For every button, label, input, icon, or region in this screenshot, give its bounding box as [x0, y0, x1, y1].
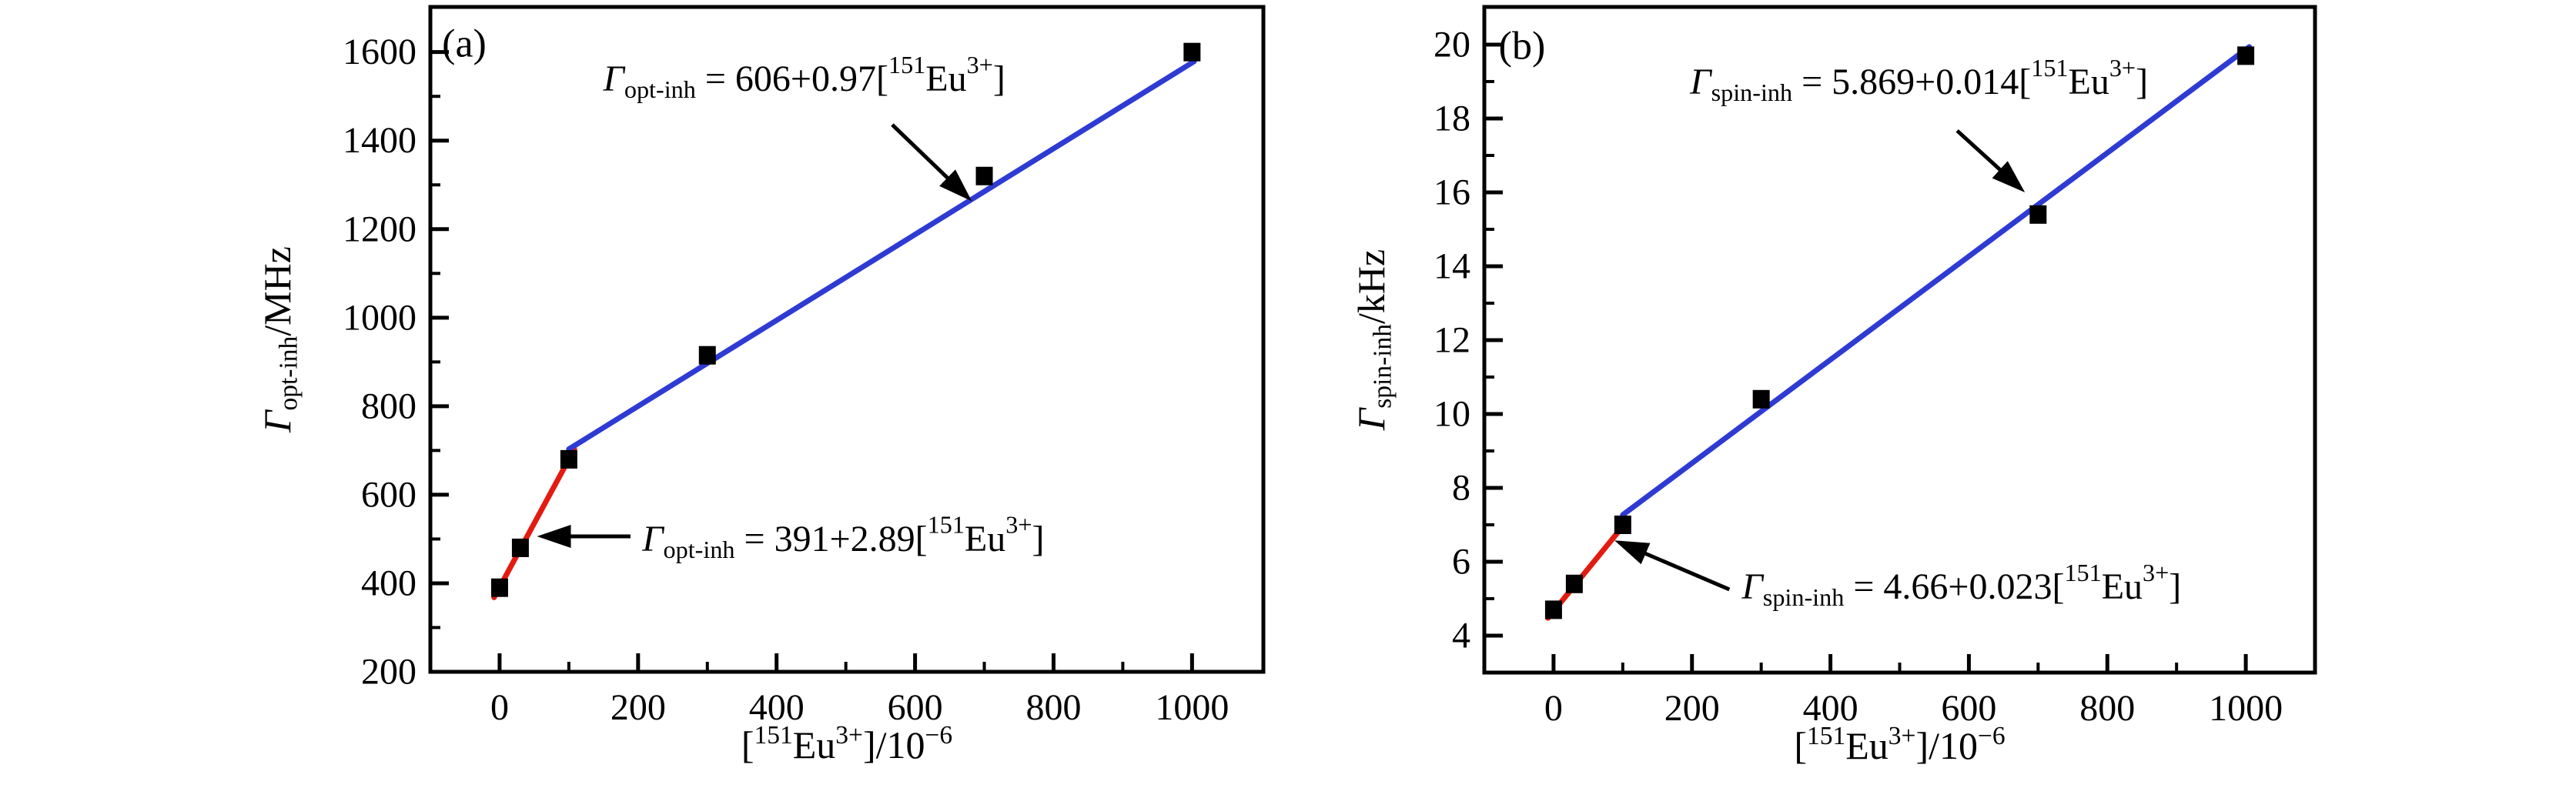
y-tick-label: 1000: [343, 297, 417, 338]
x-tick-label: 600: [888, 687, 943, 728]
x-tick-label: 0: [1544, 688, 1563, 729]
y-tick-label: 8: [1452, 467, 1470, 508]
data-point: [698, 346, 716, 365]
panel-label: (b): [1499, 25, 1546, 68]
x-tick-label: 400: [1803, 688, 1858, 729]
x-tick-label: 400: [749, 687, 805, 728]
y-axis-label: Γspin-inh/kHz: [1350, 249, 1397, 431]
x-tick-label: 1000: [1155, 687, 1229, 728]
fit-line-blue: [1620, 44, 2253, 518]
y-tick-label: 10: [1434, 393, 1470, 434]
blue-fit-equation: Γspin-inh = 5.869+0.014[151Eu3+]: [1689, 54, 2148, 106]
panel-label: (a): [442, 22, 487, 66]
y-tick-label: 16: [1434, 172, 1470, 212]
data-point: [1544, 600, 1562, 619]
annotation-arrow: [891, 123, 955, 185]
y-tick-label: 14: [1434, 245, 1470, 286]
annotation-arrow: [1955, 129, 2008, 177]
y-tick-label: 1400: [343, 120, 417, 161]
annotation-arrow-head: [939, 169, 972, 202]
x-tick-label: 800: [1025, 687, 1081, 728]
data-point: [975, 166, 993, 185]
data-point: [1752, 389, 1770, 409]
annotation-arrow-head: [1992, 161, 2026, 192]
fit-line-blue: [566, 58, 1197, 452]
fit-line-red: [491, 446, 577, 600]
data-point: [1565, 574, 1583, 593]
y-tick-label: 12: [1434, 319, 1470, 360]
chart-panel-a: 0 200 400 600 800 1000 200 400 600 800 1000 1200 140…: [256, 5, 1266, 766]
y-tick-label: 1600: [343, 32, 417, 72]
blue-fit-equation: Γopt-inh = 606+0.97[151Eu3+]: [603, 51, 1005, 103]
data-point: [2029, 205, 2047, 224]
red-fit-equation: Γspin-inh = 4.66+0.023[151Eu3+]: [1741, 559, 2181, 611]
x-axis-label: [151Eu3+]/10−6: [741, 721, 952, 766]
chart-panel-b: 0 200 400 600 800 1000 4 6 8 10 12 14 16 18 20 [151Eu3+…: [1350, 5, 2317, 767]
x-tick-label: 600: [1941, 688, 1996, 729]
y-tick-label: 400: [361, 563, 417, 603]
x-axis-label: [151Eu3+]/10−6: [1794, 722, 2005, 767]
annotation-arrow-head: [537, 525, 571, 548]
annotation-arrow: [1637, 548, 1731, 592]
y-tick-label: 600: [361, 474, 417, 515]
data-point: [2237, 46, 2255, 65]
data-point: [1614, 515, 1631, 534]
y-tick-label: 6: [1452, 541, 1470, 582]
x-tick-label: 200: [611, 687, 666, 728]
y-tick-label: 4: [1452, 615, 1470, 656]
x-tick-label: 200: [1664, 688, 1720, 729]
data-point: [1183, 42, 1201, 62]
x-tick-label: 800: [2079, 688, 2135, 729]
y-axis-label: Γopt-inh/MHz: [256, 246, 303, 433]
x-tick-label: 0: [490, 687, 509, 728]
red-fit-equation: Γopt-inh = 391+2.89[151Eu3+]: [641, 511, 1044, 563]
y-tick-label: 800: [361, 386, 417, 426]
x-tick-label: 1000: [2209, 688, 2283, 729]
annotation-arrow-head: [1614, 540, 1651, 565]
data-point: [490, 578, 508, 597]
y-tick-label: 200: [361, 652, 417, 693]
y-tick-label: 20: [1434, 24, 1470, 65]
data-point: [560, 449, 577, 469]
y-tick-label: 1200: [343, 209, 417, 249]
y-tick-label: 18: [1434, 98, 1470, 139]
data-point: [511, 538, 529, 557]
plot-frame: [428, 5, 1266, 674]
